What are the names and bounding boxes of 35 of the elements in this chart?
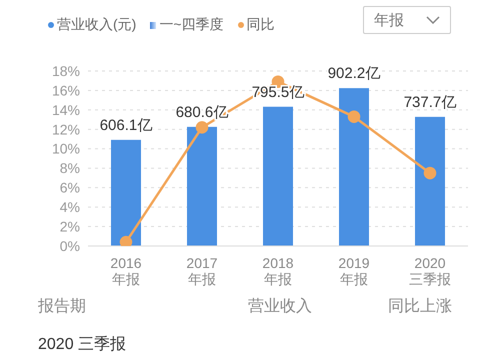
x-tick-label: 2017 年报 (186, 255, 218, 287)
text: 2020 三季报 (38, 334, 126, 355)
point (196, 121, 208, 134)
data-label: 737.7亿 (404, 94, 456, 111)
y-tick-label: 0% (60, 238, 80, 254)
x-tick-label: 2016 年报 (110, 255, 142, 287)
y-tick-label: 4% (60, 199, 80, 216)
text: 同比上涨 (388, 296, 452, 317)
y-tick-label: 14% (52, 102, 80, 118)
y-tick-label: 8% (60, 160, 80, 176)
y-tick-label: 18% (52, 62, 80, 79)
text: 营业收入 (248, 296, 312, 317)
bar (415, 116, 445, 246)
data-label: 606.1亿 (100, 116, 152, 134)
bar (339, 88, 369, 246)
bar (263, 106, 293, 246)
text: 报告期 (38, 296, 86, 317)
point (424, 166, 436, 180)
point (120, 236, 132, 246)
x-tick-label: 2020 三季报 (409, 255, 451, 287)
y-tick-label: 6% (60, 180, 80, 196)
y-tick-label: 10% (52, 140, 80, 157)
x-tick-label: 2018 年报 (262, 255, 294, 287)
bar (111, 140, 141, 246)
text: 一~四季度 (159, 16, 224, 34)
x-tick-label: 2019 年报 (338, 255, 370, 287)
y-tick-label: 16% (52, 82, 80, 98)
legend-label: 营业收入(元) (57, 16, 136, 34)
point (348, 110, 360, 123)
y-tick-label: 12% (52, 121, 80, 138)
y-tick-label: 2% (60, 218, 80, 235)
legend-label: 同比 (246, 16, 275, 34)
data-label: 902.2亿 (328, 65, 380, 82)
dropdown: 年报 (363, 6, 451, 34)
bar (187, 126, 217, 246)
